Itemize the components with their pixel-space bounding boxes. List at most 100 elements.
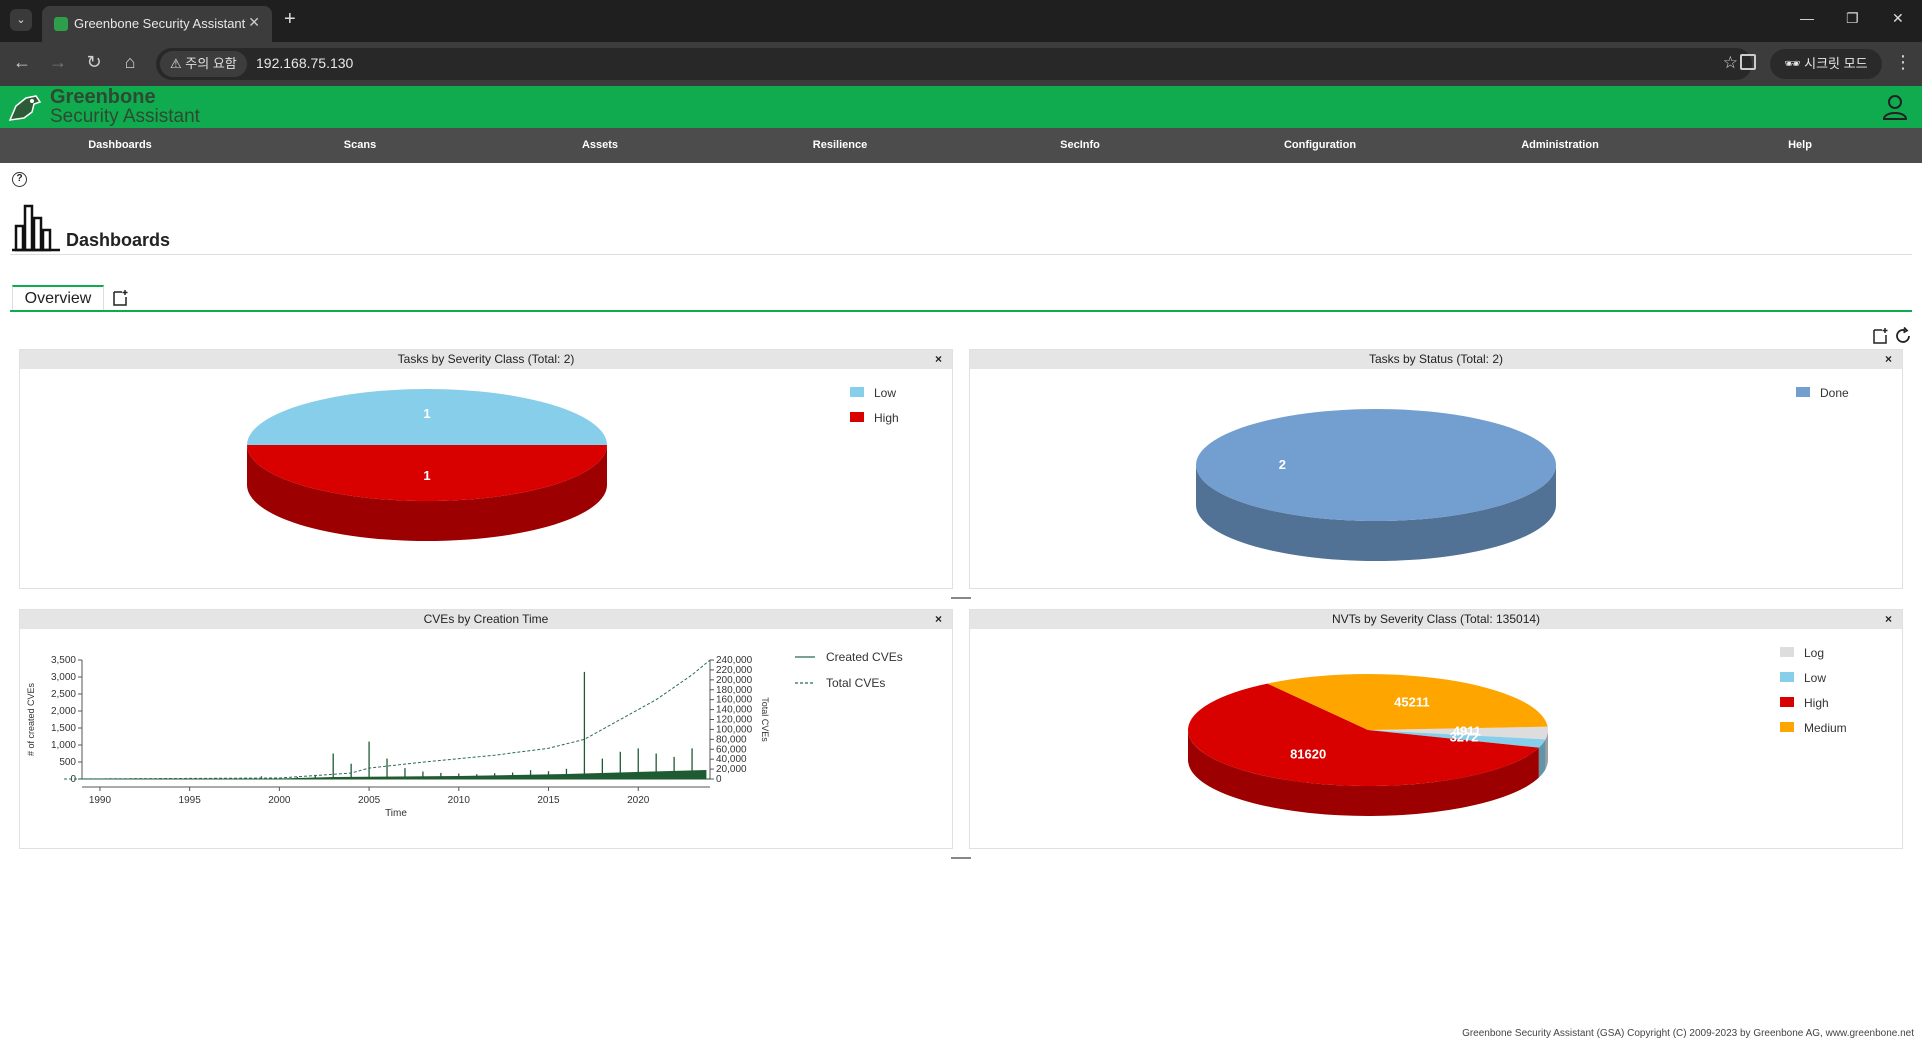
pie-value-label: 4911 xyxy=(1453,724,1481,739)
panel-title: NVTs by Severity Class (Total: 135014) xyxy=(1331,612,1541,626)
y-tick-label: 0 xyxy=(70,774,76,785)
legend-label: Medium xyxy=(1804,721,1847,735)
y2-tick-label: 20,000 xyxy=(716,764,747,775)
row-resize-handle[interactable] xyxy=(951,857,971,859)
pie-value-label: 81620 xyxy=(1290,747,1326,762)
legend-label: High xyxy=(1804,696,1829,710)
reload-icon[interactable]: ↻ xyxy=(86,52,102,72)
new-dashboard-icon[interactable] xyxy=(112,289,128,307)
legend-label: Low xyxy=(874,386,896,400)
pie-slice-log xyxy=(1368,726,1548,740)
side-panel-icon[interactable] xyxy=(1740,54,1756,70)
legend-label: Log xyxy=(1804,646,1824,660)
panel-title: Tasks by Severity Class (Total: 2) xyxy=(397,352,575,366)
tab-overview[interactable]: Overview xyxy=(12,285,104,312)
menu-administration[interactable]: Administration xyxy=(1521,139,1599,151)
security-warning-chip[interactable]: ⚠ 주의 요함 xyxy=(160,51,247,77)
user-menu-icon[interactable] xyxy=(1882,94,1908,120)
panel-header: Tasks by Status (Total: 2) × xyxy=(970,350,1902,369)
browser-toolbar: ← → ↻ ⌂ ⚠ 주의 요함 192.168.75.130 ☆ 🕶 시크릿 모… xyxy=(0,42,1922,86)
menu-configuration[interactable]: Configuration xyxy=(1283,139,1357,151)
minimize-icon[interactable]: — xyxy=(1800,10,1814,26)
y-tick-label: 3,500 xyxy=(51,655,76,666)
close-panel-icon[interactable]: × xyxy=(1884,352,1892,366)
browser-menu-icon[interactable]: ⋮ xyxy=(1894,52,1912,72)
pie-value-label: 2 xyxy=(1279,457,1286,472)
bookmark-star-icon[interactable]: ☆ xyxy=(1722,53,1738,72)
panel-title: Tasks by Status (Total: 2) xyxy=(1368,352,1504,366)
close-panel-icon[interactable]: × xyxy=(934,352,942,366)
back-icon[interactable]: ← xyxy=(13,52,31,72)
panel-header: CVEs by Creation Time × xyxy=(20,610,952,629)
y-tick-label: 500 xyxy=(59,757,76,768)
menu-assets[interactable]: Assets xyxy=(581,139,619,151)
y2-tick-label: 40,000 xyxy=(716,754,747,765)
menu-secinfo[interactable]: SecInfo xyxy=(1060,139,1100,151)
add-dashboard-display-icon[interactable] xyxy=(1872,327,1888,345)
legend-swatch xyxy=(1796,387,1810,397)
close-panel-icon[interactable]: × xyxy=(1884,612,1892,626)
x-tick-label: 1990 xyxy=(89,795,112,806)
menu-scans[interactable]: Scans xyxy=(343,139,377,151)
y-axis-label: # of created CVEs xyxy=(26,682,36,756)
y2-tick-label: 220,000 xyxy=(716,665,753,676)
security-warning-label: 주의 요함 xyxy=(185,56,237,71)
pie-value-label: 1 xyxy=(423,406,430,421)
x-tick-label: 2000 xyxy=(268,795,291,806)
pie-value-label: 3272 xyxy=(1450,729,1479,744)
footer-copyright: Greenbone Security Assistant (GSA) Copyr… xyxy=(1462,1028,1914,1039)
pie-slice-high xyxy=(247,445,607,501)
logo-text: Greenbone Security Assistant xyxy=(50,87,200,126)
y-tick-label: 3,000 xyxy=(51,672,76,683)
incognito-chip[interactable]: 🕶 시크릿 모드 xyxy=(1770,49,1882,79)
pie-slice-high xyxy=(1188,683,1539,786)
menu-help[interactable]: Help xyxy=(1788,139,1812,151)
row-resize-handle[interactable] xyxy=(951,597,971,599)
y2-tick-label: 200,000 xyxy=(716,675,753,686)
y-tick-label: 2,500 xyxy=(51,689,76,700)
pie-slice-done xyxy=(1196,409,1556,521)
x-axis-label: Time xyxy=(385,808,407,819)
y2-tick-label: 180,000 xyxy=(716,685,753,696)
main-menu: Dashboards Scans Assets Resilience SecIn… xyxy=(0,128,1922,163)
cves-time-chart: 05001,0001,5002,0002,5003,0003,500020,00… xyxy=(26,650,903,819)
panel-nvts-severity: NVTs by Severity Class (Total: 135014) ×… xyxy=(969,609,1903,849)
x-tick-label: 2020 xyxy=(627,795,650,806)
pie-slice-side-low xyxy=(1538,739,1546,778)
y2-tick-label: 120,000 xyxy=(716,715,753,726)
legend-swatch xyxy=(1780,672,1794,682)
browser-tab[interactable]: Greenbone Security Assistant ✕ xyxy=(42,6,272,42)
close-window-icon[interactable]: ✕ xyxy=(1892,10,1904,26)
panel-header: NVTs by Severity Class (Total: 135014) × xyxy=(970,610,1902,629)
panel-cves-time: CVEs by Creation Time × 0 500 1,000 1,500 2,… xyxy=(19,609,953,849)
pie-slice-low xyxy=(1368,730,1546,748)
address-bar[interactable]: ⚠ 주의 요함 192.168.75.130 ☆ xyxy=(156,48,1752,80)
legend-swatch xyxy=(850,387,864,397)
close-tab-icon[interactable]: ✕ xyxy=(248,14,260,30)
greenbone-logo-icon[interactable] xyxy=(6,90,44,124)
tasks-severity-chart: 1 1 Low High xyxy=(247,386,899,541)
new-tab-icon[interactable]: + xyxy=(284,8,296,30)
menu-dashboards[interactable]: Dashboards xyxy=(88,139,152,151)
forward-icon[interactable]: → xyxy=(49,52,67,72)
title-divider xyxy=(10,254,1912,255)
panel-tasks-severity: Tasks by Severity Class (Total: 2) × 1 1 L… xyxy=(19,349,953,589)
restore-icon[interactable]: ❐ xyxy=(1846,10,1859,26)
legend-label: Done xyxy=(1820,386,1849,400)
y-tick-label: 1,500 xyxy=(51,723,76,734)
y2-tick-label: 240,000 xyxy=(716,655,753,666)
help-icon[interactable]: ? xyxy=(12,172,27,187)
menu-resilience[interactable]: Resilience xyxy=(812,139,868,151)
dashboard-chart-icon xyxy=(12,204,60,252)
pie-slice-medium xyxy=(1267,674,1548,730)
x-tick-label: 2005 xyxy=(358,795,381,806)
legend-swatch xyxy=(1780,647,1794,657)
reset-dashboard-icon[interactable] xyxy=(1894,327,1912,345)
tab-search-icon[interactable]: ⌄ xyxy=(10,9,32,31)
pie-slice-side-log xyxy=(1545,730,1548,770)
panel-tasks-status: Tasks by Status (Total: 2) × 2 Done xyxy=(969,349,1903,589)
home-icon[interactable]: ⌂ xyxy=(124,52,136,72)
y2-tick-label: 140,000 xyxy=(716,705,753,716)
close-panel-icon[interactable]: × xyxy=(934,612,942,626)
